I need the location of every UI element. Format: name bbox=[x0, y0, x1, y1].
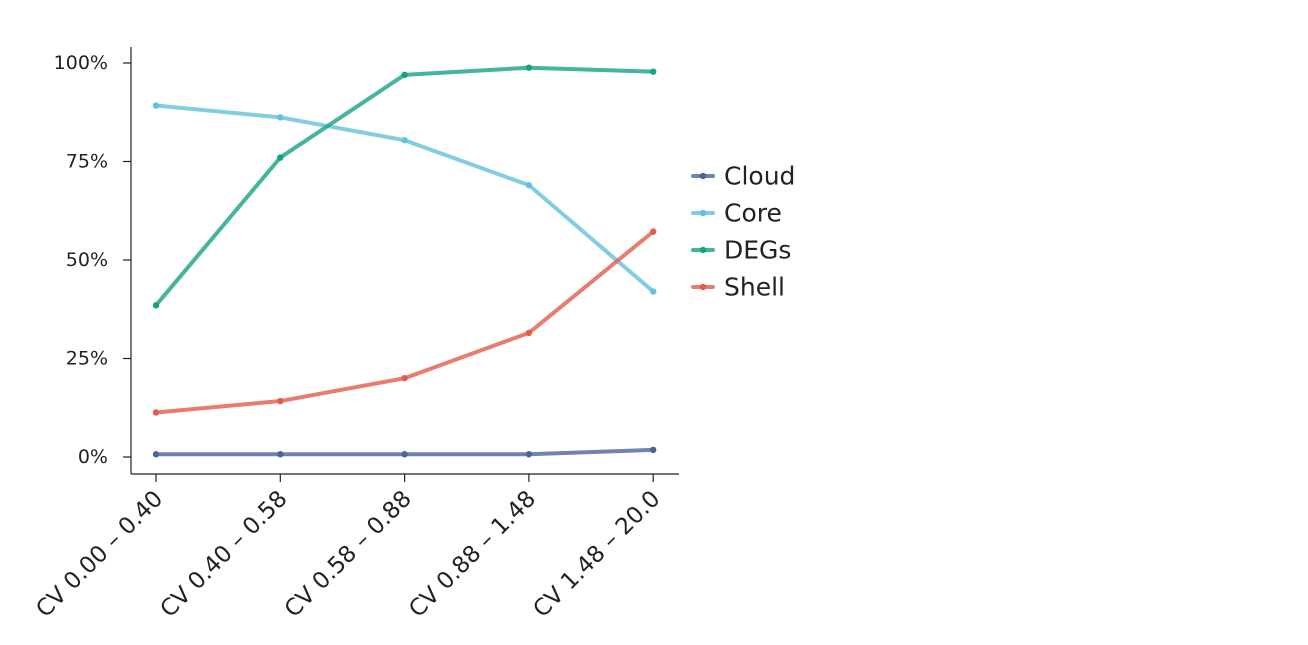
series-line-shell bbox=[154, 229, 656, 415]
data-point-core bbox=[277, 114, 284, 121]
data-point-degs bbox=[525, 64, 533, 71]
legend-label: Core bbox=[724, 199, 782, 228]
data-point-degs bbox=[650, 68, 657, 75]
legend-label: DEGs bbox=[724, 236, 791, 265]
data-point-core bbox=[401, 137, 408, 144]
chart-legend: Cloud Core DEGs Shell bbox=[691, 162, 795, 302]
series-line-degs bbox=[154, 65, 656, 308]
data-point-shell bbox=[650, 228, 657, 235]
y-tick-label: 75% bbox=[66, 151, 108, 173]
y-axis-ticks: 0% 25% 50% 75% 100% bbox=[54, 52, 131, 468]
legend-item-cloud: Cloud bbox=[691, 162, 795, 191]
data-point-cloud bbox=[401, 451, 408, 458]
data-point-degs bbox=[277, 154, 284, 161]
data-point-shell bbox=[277, 397, 284, 405]
data-point-degs bbox=[401, 71, 408, 79]
legend-swatch-point bbox=[699, 246, 707, 254]
series-shell bbox=[152, 228, 657, 416]
series-layer bbox=[152, 64, 657, 458]
y-tick-label: 0% bbox=[78, 446, 108, 468]
series-core bbox=[152, 102, 657, 295]
y-tick-label: 100% bbox=[54, 52, 108, 74]
legend-item-shell: Shell bbox=[691, 273, 785, 302]
legend-swatch-point bbox=[699, 172, 707, 180]
data-point-cloud bbox=[277, 451, 284, 458]
x-tick-label: CV 0.58 – 0.88 bbox=[280, 486, 417, 623]
data-point-core bbox=[152, 102, 160, 109]
series-line-core bbox=[154, 103, 656, 294]
x-tick-label: CV 0.00 – 0.40 bbox=[31, 486, 168, 623]
data-point-cloud bbox=[525, 451, 533, 458]
x-tick-label: CV 0.40 – 0.58 bbox=[156, 486, 293, 623]
data-point-cloud bbox=[650, 446, 657, 454]
legend-label: Shell bbox=[724, 273, 785, 302]
legend-item-core: Core bbox=[691, 199, 782, 228]
series-degs bbox=[152, 64, 657, 309]
data-point-shell bbox=[152, 409, 160, 416]
legend-item-degs: DEGs bbox=[691, 236, 791, 265]
data-point-cloud bbox=[152, 451, 160, 458]
y-tick-label: 50% bbox=[66, 249, 108, 271]
legend-swatch-point bbox=[699, 209, 707, 217]
legend-label: Cloud bbox=[724, 162, 795, 191]
data-point-degs bbox=[152, 302, 160, 309]
y-tick-label: 25% bbox=[66, 348, 108, 370]
data-point-shell bbox=[525, 329, 533, 337]
data-point-shell bbox=[401, 375, 408, 382]
series-cloud bbox=[152, 446, 657, 458]
data-point-core bbox=[525, 181, 533, 189]
x-tick-label: CV 0.88 – 1.48 bbox=[404, 486, 541, 623]
legend-swatch-point bbox=[699, 283, 707, 291]
x-tick-label: CV 1.48 – 20.0 bbox=[529, 486, 666, 623]
data-point-core bbox=[650, 288, 657, 295]
